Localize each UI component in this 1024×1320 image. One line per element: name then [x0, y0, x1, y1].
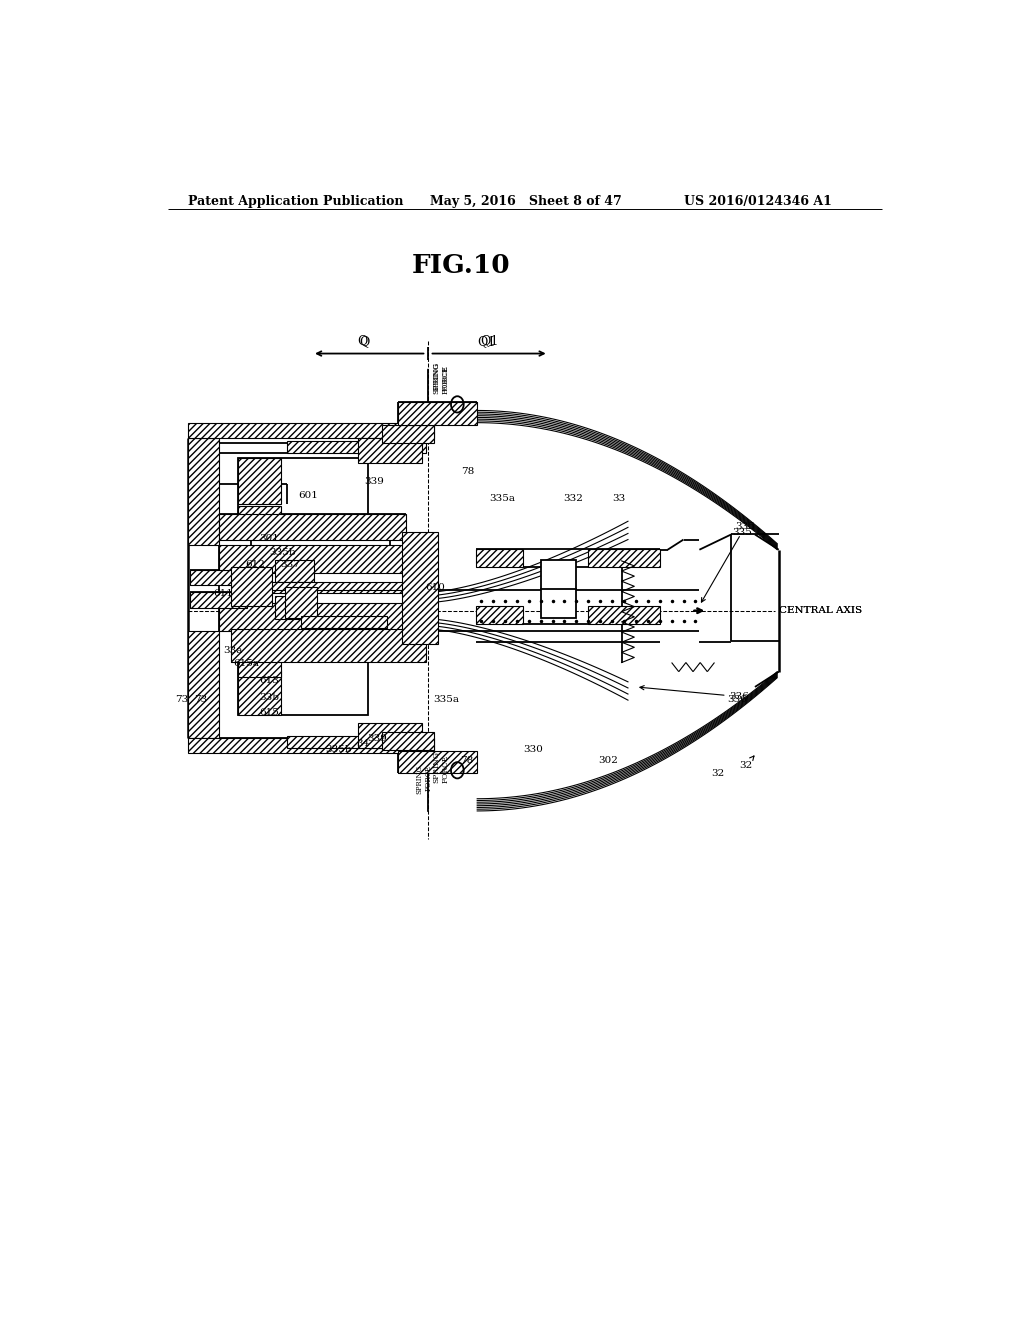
Bar	[401, 532, 437, 644]
Bar	[382, 731, 433, 750]
Bar	[246, 585, 404, 594]
Text: 615a: 615a	[233, 659, 259, 668]
Bar	[219, 515, 406, 540]
Bar	[187, 422, 433, 438]
Text: 335: 335	[733, 528, 753, 537]
Text: Q: Q	[357, 334, 368, 347]
Text: SPRING
FORCE: SPRING FORCE	[433, 362, 450, 393]
Text: 32: 32	[712, 768, 725, 777]
Text: 613: 613	[259, 676, 279, 685]
Bar	[238, 458, 369, 524]
Bar	[238, 659, 282, 677]
Bar	[238, 458, 282, 504]
Text: Patent Application Publication: Patent Application Publication	[187, 194, 403, 207]
Bar	[251, 623, 390, 651]
Bar	[382, 425, 433, 444]
Bar	[231, 630, 426, 661]
Text: 615: 615	[259, 708, 279, 717]
Bar	[274, 597, 314, 619]
Text: Q1: Q1	[477, 335, 496, 348]
Text: 32: 32	[739, 756, 754, 771]
Text: 601: 601	[299, 491, 318, 500]
Bar	[189, 593, 247, 607]
Bar	[187, 438, 219, 545]
Text: 335b: 335b	[269, 548, 296, 557]
Text: Q: Q	[359, 335, 370, 348]
Bar	[246, 582, 404, 590]
Bar	[219, 602, 406, 631]
Text: US 2016/0124346 A1: US 2016/0124346 A1	[684, 194, 831, 207]
Text: 34: 34	[356, 739, 370, 748]
Text: Q1: Q1	[480, 334, 499, 347]
Text: 78: 78	[461, 467, 474, 477]
Text: SPRING
FORCE: SPRING FORCE	[433, 362, 450, 391]
Bar	[231, 568, 272, 606]
Bar	[285, 587, 316, 618]
Text: 33: 33	[612, 495, 626, 503]
Text: 336: 336	[727, 694, 748, 704]
Text: 33a: 33a	[223, 645, 243, 655]
Text: 335a: 335a	[489, 495, 515, 503]
Bar	[219, 545, 406, 573]
Bar	[475, 606, 523, 624]
Bar	[397, 751, 477, 774]
Text: 33b: 33b	[259, 693, 279, 702]
Bar	[541, 589, 577, 618]
Text: CENTRAL AXIS: CENTRAL AXIS	[778, 606, 862, 615]
Bar	[238, 669, 282, 715]
Text: CENTRAL AXIS: CENTRAL AXIS	[778, 606, 862, 615]
Bar	[287, 441, 426, 453]
Text: 337: 337	[281, 561, 300, 569]
Bar	[397, 403, 477, 425]
Bar	[251, 524, 390, 553]
Text: 611: 611	[214, 589, 233, 598]
Text: 73: 73	[176, 694, 188, 704]
Text: SPRING
FORCE: SPRING FORCE	[416, 764, 433, 793]
Text: 339: 339	[368, 734, 387, 743]
Text: SPRING
FORCE: SPRING FORCE	[433, 751, 450, 784]
Bar	[187, 738, 433, 752]
Text: 73: 73	[194, 694, 207, 704]
Text: 332: 332	[563, 495, 583, 503]
Text: 301: 301	[259, 535, 279, 543]
Text: 335b: 335b	[325, 746, 351, 755]
Bar	[187, 631, 219, 738]
Bar	[238, 649, 369, 715]
Text: 610: 610	[426, 583, 445, 591]
Text: 330: 330	[523, 746, 543, 755]
Text: 335a: 335a	[433, 694, 460, 704]
Text: 339: 339	[365, 477, 384, 486]
Bar	[287, 735, 426, 748]
Bar	[274, 560, 314, 582]
Bar	[588, 549, 659, 568]
Text: 335: 335	[701, 523, 755, 602]
Bar	[588, 606, 659, 624]
Text: 336: 336	[640, 685, 750, 701]
Text: May 5, 2016   Sheet 8 of 47: May 5, 2016 Sheet 8 of 47	[430, 194, 622, 207]
Bar	[358, 722, 422, 748]
Bar	[541, 560, 577, 590]
Bar	[301, 615, 387, 628]
Text: FIG.10: FIG.10	[412, 252, 511, 277]
Text: 78: 78	[460, 755, 473, 764]
Bar	[358, 438, 422, 463]
Text: 302: 302	[598, 755, 617, 764]
Bar	[238, 506, 282, 524]
Bar	[189, 570, 247, 585]
Bar	[475, 549, 523, 568]
Text: 612: 612	[246, 561, 265, 569]
